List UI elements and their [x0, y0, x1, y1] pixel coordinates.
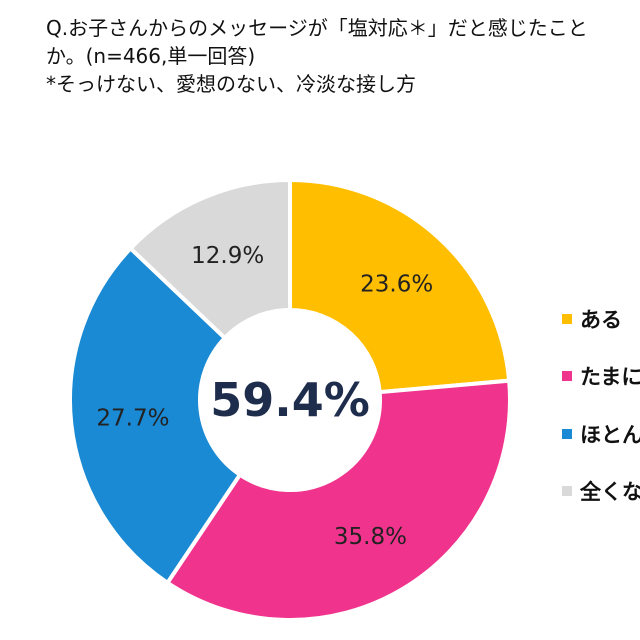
legend-swatch — [562, 371, 572, 381]
legend-swatch — [562, 486, 572, 496]
data-label: 35.8% — [334, 524, 407, 550]
chart-title: Q.お子さんからのメッセージが「塩対応＊」だと感じたこと か。(n=466,単一… — [46, 14, 640, 98]
title-line-3: *そっけない、愛想のない、冷淡な接し方 — [46, 72, 416, 96]
data-label: 27.7% — [96, 405, 169, 431]
donut-slice-4 — [127, 177, 292, 341]
donut-slice-3 — [68, 245, 243, 586]
data-label: 12.9% — [191, 243, 264, 269]
legend-label: たまに — [580, 365, 640, 389]
legend-swatch — [562, 314, 572, 324]
title-line-2: か。(n=466,単一回答) — [46, 44, 256, 68]
data-label: 23.6% — [360, 271, 433, 297]
legend-label: ほとん — [580, 423, 640, 447]
legend-item: 全くな — [562, 476, 640, 506]
legend-item: ある — [562, 304, 622, 334]
legend-item: たまに — [562, 361, 640, 391]
legend-label: 全くな — [580, 480, 640, 504]
donut-slice-1 — [288, 177, 512, 395]
title-line-1: Q.お子さんからのメッセージが「塩対応＊」だと感じたこと — [46, 16, 588, 40]
center-label: 59.4% — [210, 373, 370, 427]
legend-label: ある — [580, 308, 622, 332]
donut-slice-2 — [164, 378, 512, 622]
legend-item: ほとん — [562, 419, 640, 449]
legend-swatch — [562, 429, 572, 439]
